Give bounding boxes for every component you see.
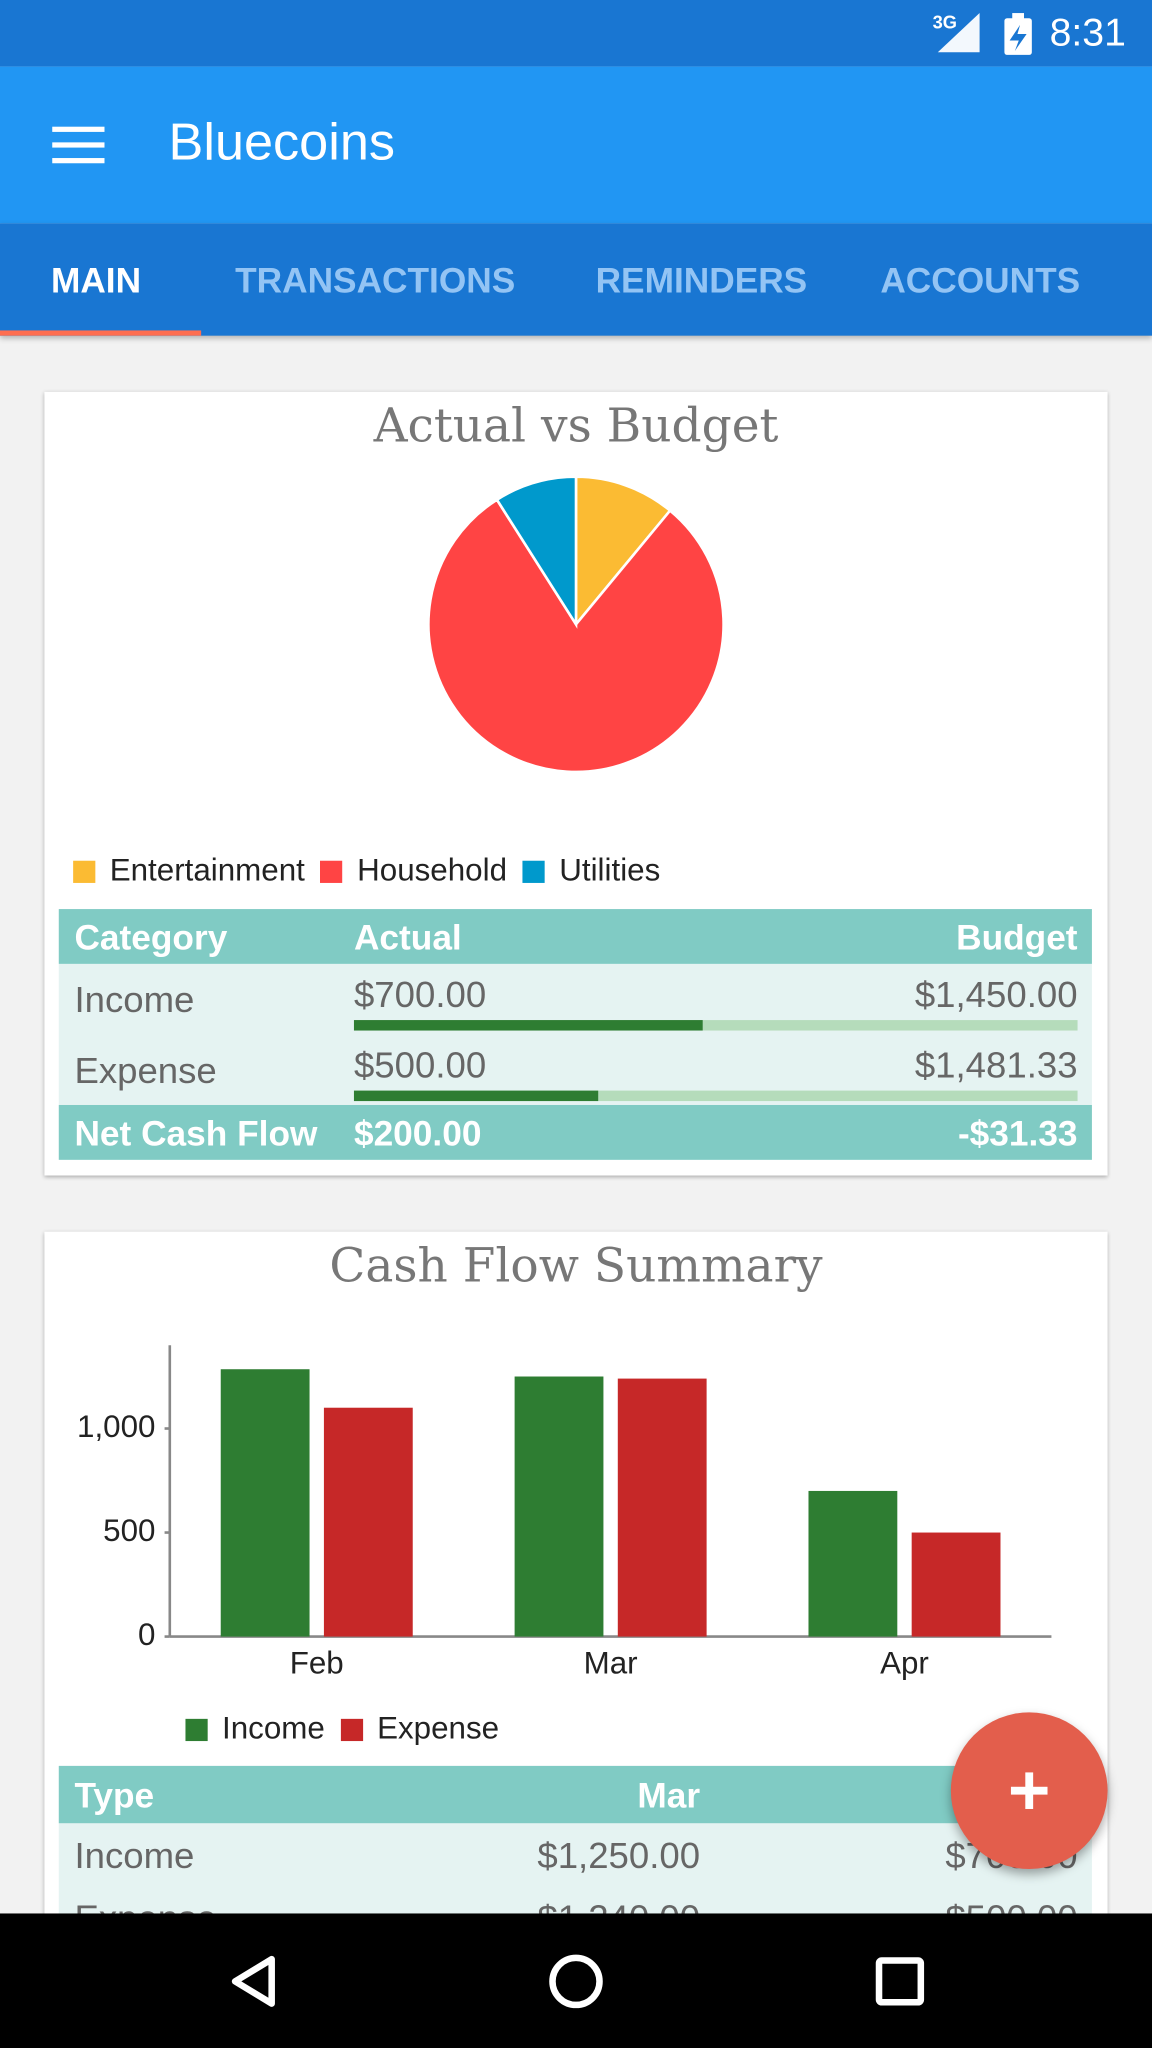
x-tick-label: Feb (290, 1646, 344, 1681)
progress-bar (353, 1020, 704, 1031)
bar (514, 1376, 604, 1637)
charging-bolt (1009, 24, 1027, 51)
legend-swatch (320, 860, 343, 883)
app-title: Bluecoins (168, 113, 396, 172)
budget-cell: $1,481.33 (914, 1044, 1078, 1086)
legend-swatch (73, 860, 96, 883)
bar-legend: Income Expense (185, 1711, 514, 1748)
tab-bar: MAIN TRANSACTIONS REMINDERS ACCOUNTS (0, 223, 1152, 336)
back-button[interactable] (231, 1955, 275, 2007)
legend-label: Utilities (559, 852, 661, 889)
legend-item: Income (185, 1711, 325, 1748)
legend-label: Household (357, 852, 507, 889)
bar (808, 1490, 898, 1637)
footer-cell: $200.00 (353, 1114, 482, 1154)
legend-item: Household (320, 852, 507, 890)
footer-cell: Net Cash Flow (74, 1114, 318, 1154)
home-button[interactable] (549, 1954, 603, 2009)
legend-item: Expense (340, 1711, 500, 1748)
bar (323, 1407, 413, 1637)
add-button[interactable] (950, 1712, 1108, 1870)
table-body: Income $700.00 $1,450.00 Expense $500.00… (58, 963, 1092, 1105)
header-cell: Type (74, 1776, 155, 1816)
budget-cell: $1,450.00 (914, 974, 1078, 1015)
legend-swatch (522, 860, 545, 883)
legend-label: Entertainment (109, 852, 305, 889)
y-tick-label: 0 (138, 1617, 155, 1652)
bar (911, 1532, 1001, 1637)
actual-cell: $500.00 (353, 1044, 487, 1086)
y-tick-label: 500 (103, 1513, 155, 1548)
row-label: Expense (74, 1050, 217, 1091)
legend-item: Utilities (522, 852, 661, 890)
table-header: Type Mar (58, 1765, 1092, 1824)
y-tick-label: 1,000 (77, 1409, 155, 1444)
header-cell: Actual (353, 918, 462, 958)
actual-cell: $700.00 (353, 974, 487, 1015)
progress-bar (353, 1090, 599, 1102)
battery-tip (1012, 13, 1024, 20)
tab[interactable]: MAIN (50, 261, 142, 301)
tab-indicator (0, 330, 202, 336)
clock: 8:31 (1050, 12, 1126, 55)
bar (220, 1369, 310, 1637)
status-icons: 3G 8:31 (933, 12, 1126, 55)
progress-track (353, 1020, 1078, 1031)
legend-item: Entertainment (73, 853, 305, 890)
header-cell: Mar (637, 1776, 701, 1816)
pie-slice (574, 475, 672, 628)
recents-button[interactable] (875, 1957, 925, 2006)
x-tick-label: Apr (880, 1646, 929, 1681)
chart-title: Actual vs Budget (373, 399, 779, 454)
pie-slice (427, 497, 725, 774)
row-label: Income (74, 1835, 195, 1876)
network-label: 3G (933, 12, 957, 33)
row-label: Income (74, 979, 195, 1021)
navigation-bar (0, 1913, 1152, 2048)
tab[interactable]: TRANSACTIONS (235, 261, 516, 301)
status-bar: 3G 8:31 (0, 0, 1152, 67)
app-bar: Bluecoins (0, 66, 1152, 224)
tab[interactable]: ACCOUNTS (880, 261, 1081, 301)
progress-track (353, 1090, 1078, 1102)
signal-icon (937, 13, 980, 53)
header-cell: Category (74, 918, 228, 958)
x-tick-label: Mar (584, 1646, 638, 1681)
table-footer: Net Cash Flow $200.00 -$31.33 (58, 1104, 1092, 1160)
charts: Actual vs Budget Cash Flow Summary 0 500 1… (77, 399, 1052, 1681)
legend-swatch (185, 1718, 208, 1741)
pie-legend: Entertainment Household Utilities (73, 853, 676, 890)
legend-swatch (340, 1718, 363, 1741)
legend-label: Income (222, 1711, 325, 1747)
header-cell: Budget (956, 918, 1078, 958)
menu-button[interactable] (50, 124, 107, 166)
legend-label: Expense (377, 1711, 500, 1747)
pie-slice (495, 475, 578, 629)
bar (617, 1378, 707, 1637)
table-header: Category Actual Budget (58, 909, 1092, 964)
tab[interactable]: REMINDERS (595, 261, 808, 301)
footer-cell: -$31.33 (957, 1114, 1078, 1154)
cell: $1,250.00 (537, 1835, 701, 1876)
chart-title: Cash Flow Summary (329, 1239, 823, 1294)
